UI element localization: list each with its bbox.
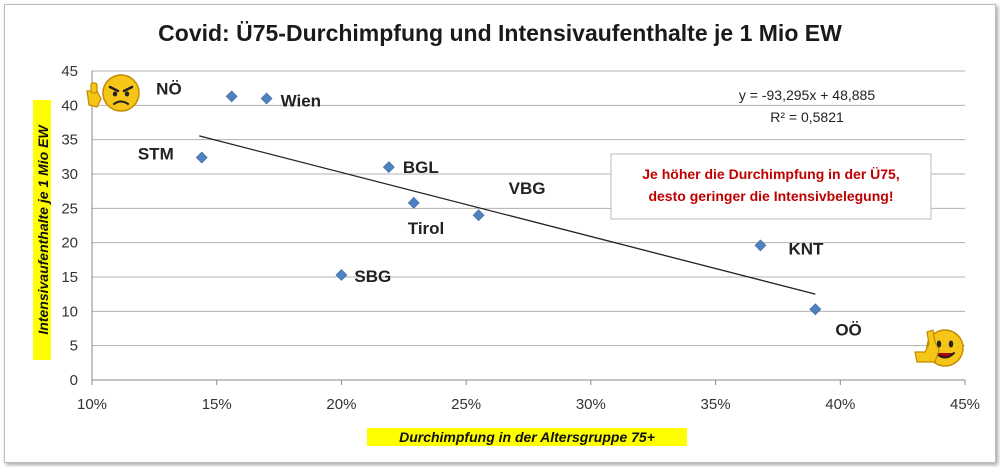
- y-tick-label: 30: [61, 166, 78, 183]
- chart-title: Covid: Ü75-Durchimpfung und Intensivaufe…: [158, 20, 842, 46]
- trendline-r-squared: R² = 0,5821: [770, 109, 844, 125]
- point-label-wien: Wien: [281, 91, 321, 110]
- trend-layer: [199, 135, 816, 295]
- point-layer: [195, 90, 822, 316]
- point-label-stm: STM: [138, 145, 174, 164]
- y-tick-label: 5: [70, 338, 78, 355]
- x-tick-label: 40%: [825, 396, 855, 413]
- data-point-vbg: [472, 209, 485, 222]
- y-axis-title-highlight: [33, 100, 51, 360]
- x-tick-label: 20%: [326, 396, 356, 413]
- y-tick-label: 10: [61, 303, 78, 320]
- y-axis-title-group: Intensivaufenthalte je 1 Mio EW: [33, 100, 51, 360]
- point-label-vbg: VBG: [509, 179, 546, 198]
- data-point-tirol: [407, 196, 420, 209]
- point-label-sbg: SBG: [354, 267, 391, 286]
- x-tick-label: 10%: [77, 396, 107, 413]
- y-tick-label: 20: [61, 235, 78, 252]
- data-point-wien: [260, 92, 273, 105]
- data-point-nö: [225, 90, 238, 103]
- point-label-knt: KNT: [788, 239, 824, 258]
- x-tick-label: 35%: [701, 396, 731, 413]
- data-point-stm: [195, 151, 208, 164]
- x-tick-label: 45%: [950, 396, 980, 413]
- x-axis-title-highlight: [367, 428, 687, 446]
- trendline-equation: y = -93,295x + 48,885: [739, 87, 875, 103]
- data-point-bgl: [382, 161, 395, 174]
- x-tick-label: 30%: [576, 396, 606, 413]
- y-tick-label: 25: [61, 200, 78, 217]
- annotation-line-2: desto geringer die Intensivbelegung!: [648, 188, 893, 204]
- y-tick-label: 45: [61, 63, 78, 80]
- y-axis-title: Intensivaufenthalte je 1 Mio EW: [35, 124, 51, 335]
- annotation-box: Je höher die Durchimpfung in der Ü75, de…: [610, 153, 932, 220]
- annotation-line-1: Je höher die Durchimpfung in der Ü75,: [642, 166, 899, 182]
- y-tick-label: 15: [61, 269, 78, 286]
- happy-thumbs-up-emoji: [914, 329, 964, 367]
- data-point-sbg: [335, 269, 348, 281]
- x-tick-label: 15%: [202, 396, 232, 413]
- x-axis-title-group: Durchimpfung in der Altersgruppe 75+: [367, 428, 687, 446]
- angry-thumbs-down-emoji: [86, 74, 140, 112]
- axis-layer: 0 5 10 15 20 25 30 35 40 45 10% 15% 20% 25% 30% 35% 40% 4…: [61, 63, 980, 413]
- x-tick-label: 25%: [451, 396, 481, 413]
- chart-frame: Covid: Ü75-Durchimpfung und Intensivaufe…: [4, 4, 996, 463]
- data-point-oö: [809, 303, 822, 316]
- point-label-oö: OÖ: [835, 320, 861, 339]
- y-tick-label: 35: [61, 132, 78, 149]
- label-layer: NÖ Wien STM BGL Tirol VBG SBG KNT OÖ: [138, 79, 862, 339]
- x-axis-title: Durchimpfung in der Altersgruppe 75+: [399, 429, 655, 445]
- y-tick-label: 0: [70, 372, 78, 389]
- point-label-bgl: BGL: [403, 158, 439, 177]
- data-point-knt: [754, 239, 767, 252]
- point-label-tirol: Tirol: [408, 219, 445, 238]
- y-tick-label: 40: [61, 97, 78, 114]
- trendline: [199, 135, 816, 295]
- chart-svg: Covid: Ü75-Durchimpfung und Intensivaufe…: [33, 20, 980, 446]
- grid-layer: [92, 70, 965, 381]
- point-label-nö: NÖ: [156, 79, 182, 98]
